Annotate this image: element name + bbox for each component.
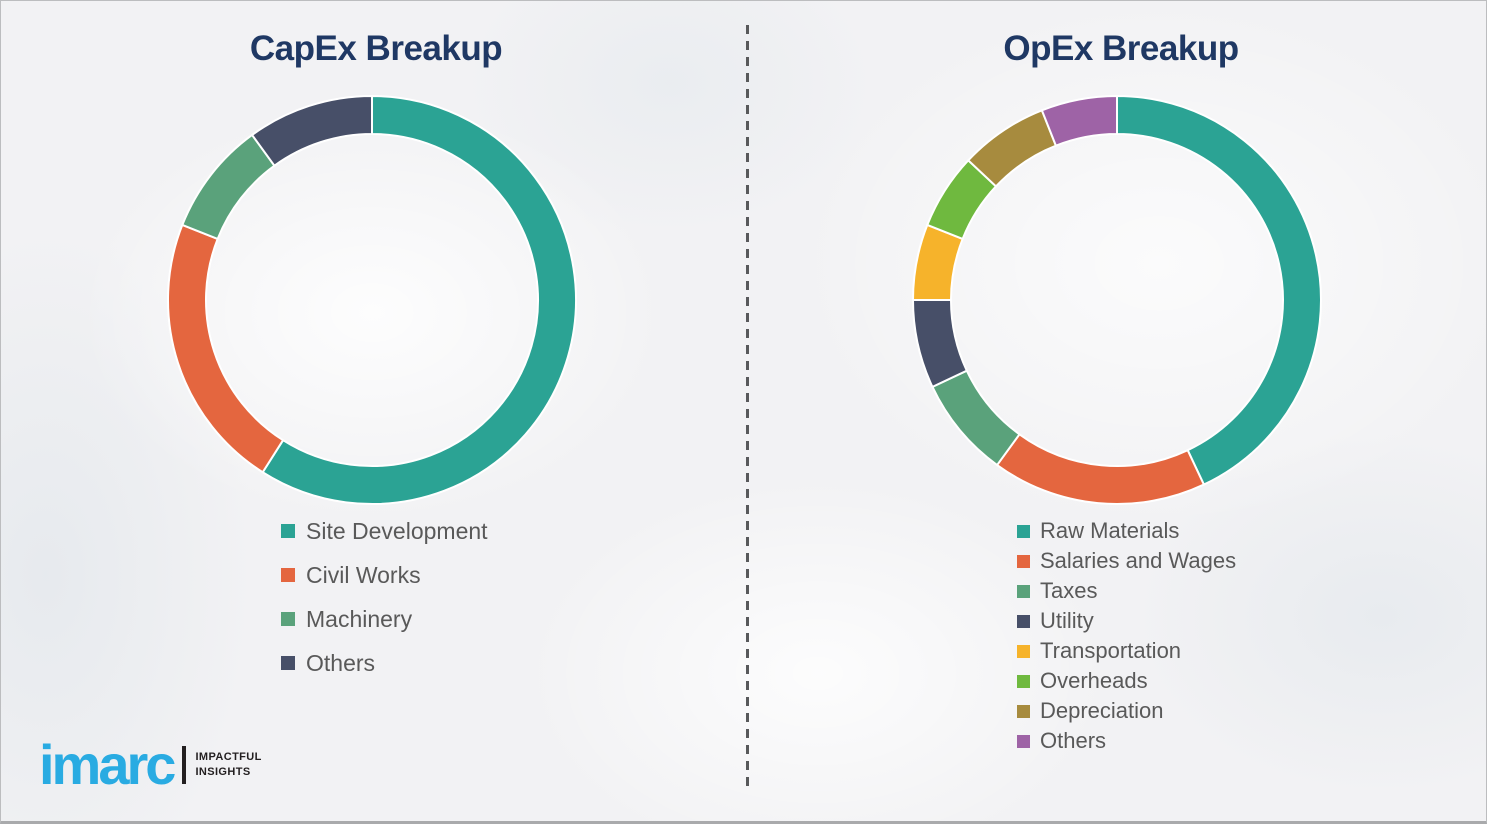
legend-label-depreciation: Depreciation xyxy=(1040,698,1164,723)
legend-swatch-salaries-and-wages xyxy=(1017,554,1030,568)
legend-swatch-transportation xyxy=(1017,644,1030,658)
opex-legend: Raw Materials Salaries and Wages Taxes Util… xyxy=(1017,516,1236,756)
legend-label-site-development: Site Development xyxy=(306,517,488,544)
legend-swatch-taxes xyxy=(1017,584,1030,598)
legend-label-salaries-and-wages: Salaries and Wages xyxy=(1040,548,1237,573)
legend-item-utility: Utility xyxy=(1017,606,1236,636)
legend-item-transportation: Transportation xyxy=(1017,636,1236,666)
legend-swatch-overheads xyxy=(1017,674,1030,688)
imarc-logo-wordmark: imarc xyxy=(39,733,176,796)
legend-item-others: Others xyxy=(1017,726,1236,756)
legend-label-others: Others xyxy=(1040,728,1107,753)
dashed-divider xyxy=(746,25,749,791)
legend-item-overheads: Overheads xyxy=(1017,666,1236,696)
donut-segment-taxes xyxy=(931,369,1021,467)
imarc-logo-tagline-line2: INSIGHTS xyxy=(195,766,251,778)
donut-segment-civil-works xyxy=(167,223,285,474)
imarc-logo-tagline-line1: IMPACTFUL xyxy=(195,751,262,764)
legend-swatch-machinery xyxy=(281,612,295,626)
legend-item-others: Others xyxy=(281,641,488,685)
legend-item-taxes: Taxes xyxy=(1017,576,1236,606)
legend-label-machinery: Machinery xyxy=(306,605,413,632)
donut-segment-site-development xyxy=(261,94,577,505)
legend-item-site-development: Site Development xyxy=(281,509,488,553)
donut-segment-raw-materials xyxy=(1116,94,1322,486)
donut-segment-others xyxy=(1040,94,1118,147)
legend-item-civil-works: Civil Works xyxy=(281,553,488,597)
donut-segment-machinery xyxy=(181,133,276,241)
legend-label-overheads: Overheads xyxy=(1040,668,1148,693)
legend-swatch-utility xyxy=(1017,614,1030,628)
legend-swatch-civil-works xyxy=(281,568,295,582)
imarc-logo-divider-bar xyxy=(182,746,187,784)
donut-segment-utility xyxy=(911,299,969,389)
capex-breakup-svg xyxy=(167,94,577,505)
donut-segment-salaries-and-wages xyxy=(995,432,1206,505)
capex-chart-title: CapEx Breakup xyxy=(249,29,503,68)
legend-label-civil-works: Civil Works xyxy=(306,561,421,588)
imarc-logo-tagline: IMPACTFUL INSIGHTS xyxy=(195,750,261,780)
legend-item-machinery: Machinery xyxy=(281,597,488,641)
donut-segment-others xyxy=(250,94,373,168)
legend-label-others: Others xyxy=(306,649,376,676)
legend-swatch-others xyxy=(1017,734,1030,748)
legend-swatch-depreciation xyxy=(1017,704,1030,718)
opex-donut-chart xyxy=(906,86,1336,516)
legend-item-depreciation: Depreciation xyxy=(1017,696,1236,726)
legend-item-raw-materials: Raw Materials xyxy=(1017,516,1236,546)
legend-swatch-raw-materials xyxy=(1017,524,1030,538)
legend-swatch-others xyxy=(281,656,295,670)
legend-label-transportation: Transportation xyxy=(1040,638,1182,663)
legend-item-salaries-and-wages: Salaries and Wages xyxy=(1017,546,1236,576)
legend-label-taxes: Taxes xyxy=(1040,578,1098,603)
legend-label-utility: Utility xyxy=(1040,608,1094,633)
imarc-logo: imarc IMPACTFUL INSIGHTS xyxy=(39,737,262,793)
opex-breakup-svg xyxy=(911,94,1322,505)
capex-legend: Site Development Civil Works Machinery Othe… xyxy=(281,509,488,685)
opex-chart-title: OpEx Breakup xyxy=(1003,29,1239,68)
legend-label-raw-materials: Raw Materials xyxy=(1040,518,1180,543)
capex-donut-chart xyxy=(161,86,591,516)
legend-swatch-site-development xyxy=(281,524,295,538)
